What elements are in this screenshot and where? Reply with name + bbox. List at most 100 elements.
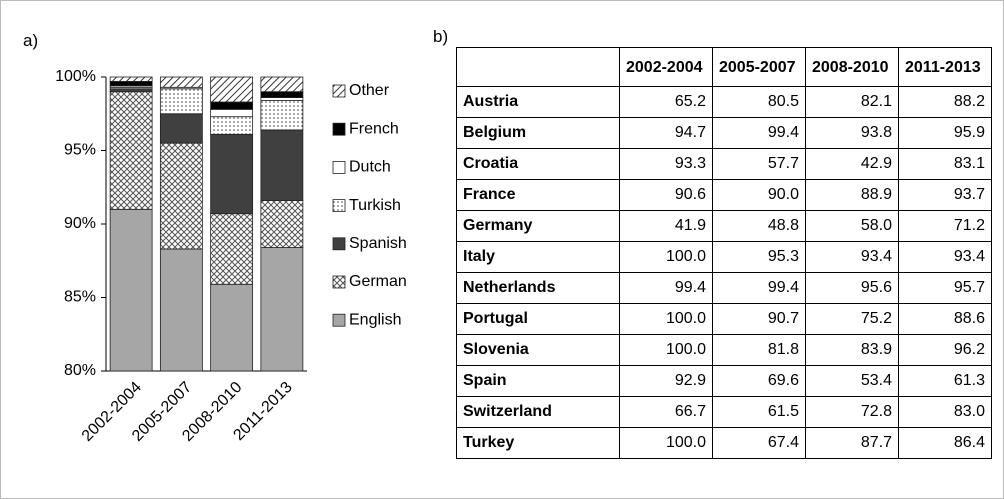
table-row: Netherlands 99.4 99.4 95.6 95.7	[456, 272, 992, 304]
y-tick-label: 90%	[64, 215, 96, 232]
y-tick-label: 85%	[64, 289, 96, 306]
row-header: Netherlands	[456, 272, 620, 304]
legend-swatch	[332, 122, 346, 136]
table-cell: 96.2	[898, 334, 992, 366]
bar-segment	[260, 100, 304, 131]
table-row: Croatia 93.3 57.7 42.9 83.1	[456, 148, 992, 180]
table-cell: 95.6	[805, 272, 899, 304]
table-cell: 83.1	[898, 148, 992, 180]
table-row: France 90.6 90.0 88.9 93.7	[456, 179, 992, 211]
table-cell: 82.1	[805, 86, 899, 118]
table-cell: 95.9	[898, 117, 992, 149]
table-cell: 69.6	[712, 365, 806, 397]
table-cell: 41.9	[619, 210, 713, 242]
bar-segment	[210, 108, 254, 118]
table-cell: 92.9	[619, 365, 713, 397]
bar-segment	[159, 142, 203, 250]
bar-segment	[260, 129, 304, 201]
bar-segment	[260, 76, 304, 93]
table-cell: 95.3	[712, 241, 806, 273]
legend-label: Other	[349, 82, 390, 99]
table-cell: 81.8	[712, 334, 806, 366]
table-cell: 94.7	[619, 117, 713, 149]
legend-swatch	[332, 275, 346, 289]
table-cell: 93.4	[898, 241, 992, 273]
column-header: 2008-2010	[805, 47, 899, 87]
table-row: Slovenia 100.0 81.8 83.9 96.2	[456, 334, 992, 366]
bar-segment	[210, 213, 254, 285]
corner-cell	[456, 47, 620, 87]
column-header: 2002-2004	[619, 47, 713, 87]
table-cell: 80.5	[712, 86, 806, 118]
row-header: Germany	[456, 210, 620, 242]
table-cell: 61.5	[712, 396, 806, 428]
table-cell: 100.0	[619, 427, 713, 459]
legend-swatch	[332, 160, 346, 174]
table-cell: 88.6	[898, 303, 992, 335]
table-cell: 100.0	[619, 303, 713, 335]
legend-label: Dutch	[349, 159, 391, 176]
table-cell: 61.3	[898, 365, 992, 397]
y-tick-label: 100%	[55, 68, 96, 85]
legend-label: Turkish	[349, 197, 401, 214]
header-row: 2002-2004 2005-2007 2008-2010 2011-2013	[456, 47, 992, 87]
bar-segment	[260, 200, 304, 248]
legend-label: German	[349, 273, 407, 290]
row-header: Italy	[456, 241, 620, 273]
column-header: 2011-2013	[898, 47, 992, 87]
table-cell: 99.4	[619, 272, 713, 304]
bar-segment	[159, 248, 203, 372]
data-table: 2002-2004 2005-2007 2008-2010 2011-2013 Aust…	[456, 47, 992, 459]
table-cell: 95.7	[898, 272, 992, 304]
table-cell: 53.4	[805, 365, 899, 397]
row-header: Turkey	[456, 427, 620, 459]
table-cell: 93.7	[898, 179, 992, 211]
bar-segment	[210, 283, 254, 372]
bar-segment	[210, 116, 254, 135]
table-cell: 86.4	[898, 427, 992, 459]
row-header: Portugal	[456, 303, 620, 335]
table-cell: 100.0	[619, 241, 713, 273]
legend-swatch	[332, 199, 346, 213]
y-tick-label: 80%	[64, 362, 96, 379]
table-cell: 93.3	[619, 148, 713, 180]
bar-segment	[159, 76, 203, 88]
table-cell: 99.4	[712, 272, 806, 304]
table-row: Turkey 100.0 67.4 87.7 86.4	[456, 427, 992, 459]
legend-label: Spanish	[349, 235, 407, 252]
table-cell: 88.2	[898, 86, 992, 118]
table-cell: 93.8	[805, 117, 899, 149]
row-header: Switzerland	[456, 396, 620, 428]
row-header: Croatia	[456, 148, 620, 180]
legend-swatch	[332, 84, 346, 98]
panel-label: b)	[433, 27, 449, 46]
legend-swatch	[332, 237, 346, 251]
bar-segment	[210, 133, 254, 215]
table-cell: 100.0	[619, 334, 713, 366]
legend-swatch	[332, 313, 346, 327]
table-row: Belgium 94.7 99.4 93.8 95.9	[456, 117, 992, 149]
table-cell: 90.6	[619, 179, 713, 211]
table-row: Italy 100.0 95.3 93.4 93.4	[456, 241, 992, 273]
table-cell: 87.7	[805, 427, 899, 459]
table-row: Austria 65.2 80.5 82.1 88.2	[456, 86, 992, 118]
table-cell: 42.9	[805, 148, 899, 180]
row-header: Austria	[456, 86, 620, 118]
bar-segment	[109, 76, 153, 82]
table-row: Spain 92.9 69.6 53.4 61.3	[456, 365, 992, 397]
chart: 80%85%90%95%100%2002-20042005-20072008-2…	[55, 68, 407, 445]
column-header: 2005-2007	[712, 47, 806, 87]
table-row: Portugal 100.0 90.7 75.2 88.6	[456, 303, 992, 335]
bar-segment	[109, 88, 153, 93]
table-row: Switzerland 66.7 61.5 72.8 83.0	[456, 396, 992, 428]
bar-segment	[159, 113, 203, 144]
legend-label: French	[349, 120, 399, 137]
bar-segment	[109, 81, 153, 87]
bar-segment	[260, 247, 304, 372]
row-header: Slovenia	[456, 334, 620, 366]
bar-segment	[159, 88, 203, 115]
y-tick-label: 95%	[64, 142, 96, 159]
table-cell: 67.4	[712, 427, 806, 459]
table-cell: 75.2	[805, 303, 899, 335]
bar-segment	[109, 91, 153, 210]
